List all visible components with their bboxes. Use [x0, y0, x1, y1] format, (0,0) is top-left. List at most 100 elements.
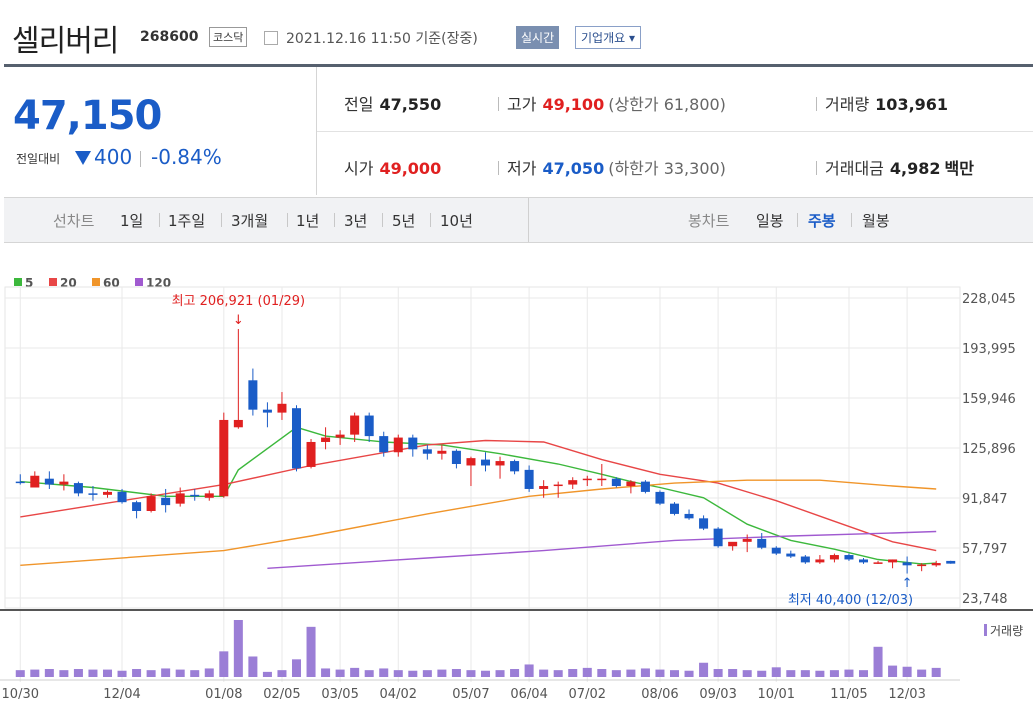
x-tick-label: 07/02 — [569, 687, 606, 702]
price-chart: 5 20 60 120 거래량 최고 206,921 (01/29) ↓ ↑ 최저 40,4… — [0, 276, 1033, 702]
volume-bar — [757, 670, 767, 677]
ma-20-line — [20, 439, 937, 552]
candle-body — [379, 436, 389, 453]
tab-weekly[interactable]: 주봉 — [808, 212, 836, 230]
candle-body — [815, 559, 825, 563]
volume-bar — [800, 670, 810, 677]
candle-body — [611, 478, 621, 487]
candle-body — [233, 419, 243, 428]
volume-bar — [480, 670, 491, 677]
y-tick-label: 125,896 — [962, 442, 1016, 457]
volume-bar — [30, 669, 40, 677]
volume-bar — [306, 626, 316, 677]
annotations: 최고 206,921 (01/29) ↓ ↑ 최저 40,400 (12/03) — [172, 294, 914, 608]
low-annotation: 최저 40,400 (12/03) — [788, 593, 913, 608]
volume-bar — [15, 670, 25, 677]
candle-body — [524, 469, 534, 489]
volume-bar — [102, 669, 113, 677]
candle-body — [321, 437, 331, 442]
tab-1w[interactable]: 1주일 — [168, 212, 206, 230]
candle-body — [306, 441, 316, 467]
candle-body — [931, 563, 941, 566]
volume-bar — [379, 668, 389, 677]
candle-body — [553, 484, 563, 487]
x-tick-label: 06/04 — [510, 687, 547, 702]
volume-bar — [669, 670, 680, 677]
candle-body — [335, 434, 345, 438]
y-tick-label: 228,045 — [962, 292, 1016, 307]
candle-body — [844, 555, 854, 560]
ma-legend: 5 20 60 120 — [14, 276, 171, 290]
volume-bar — [713, 669, 723, 677]
candle-body — [684, 513, 694, 519]
candle-body — [699, 518, 709, 529]
stock-code: 268600 — [140, 29, 199, 45]
volume-bar — [88, 669, 98, 677]
quote-panel: 47,150 전일대비 400 -0.84% 전일 47,550 고가 49,100… — [4, 64, 1033, 199]
volume-bar — [146, 670, 156, 677]
ma-5-line — [20, 426, 937, 565]
volume-bar — [626, 669, 636, 677]
market-badge: 코스닥 — [209, 27, 248, 47]
candle-body — [742, 538, 752, 542]
high-price: 고가 49,100 (상한가 61,800) — [498, 91, 726, 115]
candle-body — [291, 408, 302, 469]
candle-body — [451, 450, 461, 465]
x-tick-label: 10/30 — [2, 687, 39, 702]
candle-body — [582, 478, 592, 481]
quote-datetime: 2021.12.16 11:50 기준(장중) — [286, 31, 478, 47]
volume-bar — [393, 670, 403, 677]
prev-close: 전일 47,550 — [344, 95, 442, 114]
y-tick-label: 159,946 — [962, 392, 1016, 407]
volume-bar — [451, 669, 461, 677]
volume-bar — [524, 664, 534, 677]
candle-body — [888, 559, 898, 563]
volume-bar — [437, 669, 447, 677]
candle-body — [204, 493, 214, 498]
volume-bar — [510, 669, 520, 677]
tab-10y[interactable]: 10년 — [440, 212, 473, 230]
y-tick-label: 57,797 — [962, 542, 1008, 557]
tab-daily[interactable]: 일봉 — [756, 212, 784, 230]
tab-monthly[interactable]: 월봉 — [862, 212, 890, 230]
candle-body — [597, 478, 607, 481]
candle-body — [88, 493, 98, 495]
tab-1y[interactable]: 1년 — [296, 212, 320, 230]
divider — [317, 131, 1033, 132]
legend-label: 20 — [60, 276, 77, 290]
chart-period-tabs: 선차트 1일 1주일 3개월 1년 3년 5년 10년 봉차트 일봉 주봉 월봉 — [4, 197, 1033, 243]
company-overview-dropdown[interactable]: 기업개요 ▾ — [575, 26, 641, 49]
tab-1d[interactable]: 1일 — [120, 212, 144, 230]
candle-chart-label: 봉차트 — [688, 212, 730, 230]
candle-body — [946, 560, 956, 564]
volume-bar — [699, 662, 709, 677]
volume-bar — [568, 669, 578, 677]
open-price: 시가 49,000 — [344, 159, 442, 178]
volume-bar — [117, 670, 127, 677]
tab-3y[interactable]: 3년 — [344, 212, 368, 230]
tab-5y[interactable]: 5년 — [392, 212, 416, 230]
candle-body — [73, 483, 83, 494]
legend-swatch — [135, 278, 143, 286]
x-tick-label: 12/03 — [888, 687, 925, 702]
volume-bar — [742, 670, 752, 677]
volume-bars: 거래량 — [15, 620, 1023, 677]
candle-body — [146, 496, 156, 511]
candle-body — [757, 538, 767, 548]
volume-bar — [73, 669, 83, 677]
volume-bar — [204, 668, 214, 677]
volume-bar — [684, 670, 694, 677]
volume-bar — [829, 670, 839, 677]
divider — [140, 151, 141, 167]
candle-body — [495, 461, 505, 466]
volume-bar — [408, 670, 418, 677]
volume-bar — [553, 670, 563, 677]
volume-bar — [902, 666, 912, 677]
realtime-button[interactable]: 실시간 — [516, 26, 560, 49]
low-arrow-icon: ↑ — [902, 576, 913, 591]
volume-bar — [728, 669, 738, 677]
down-arrow-icon — [75, 151, 91, 165]
x-tick-label: 09/03 — [699, 687, 736, 702]
tab-3m[interactable]: 3개월 — [231, 212, 269, 230]
volume-bar — [539, 669, 549, 677]
